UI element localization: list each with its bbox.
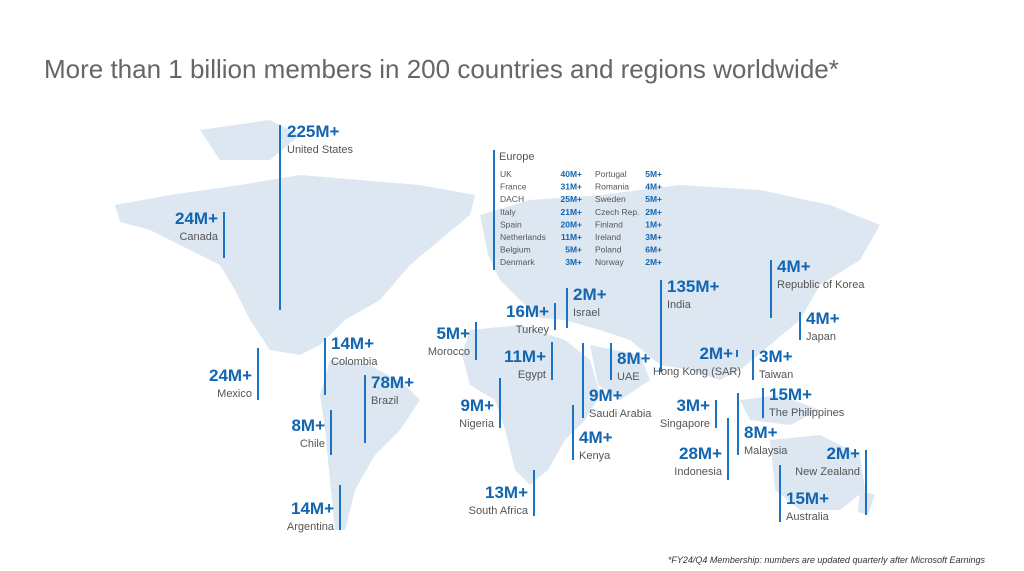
region-value: 8M+ <box>291 416 325 435</box>
region-value: 3M+ <box>676 396 710 415</box>
europe-country: Belgium <box>500 245 531 255</box>
europe-country: Denmark <box>500 257 535 267</box>
region-label: New Zealand <box>795 466 860 478</box>
europe-value: 5M+ <box>645 194 662 204</box>
region-value: 15M+ <box>769 385 812 404</box>
europe-country: Ireland <box>595 232 621 242</box>
europe-country: Finland <box>595 219 623 229</box>
regions: 225M+ United States 24M+ Canada 24M+ Mexico 14… <box>175 122 867 533</box>
region-label: Japan <box>806 331 836 343</box>
region-label: Australia <box>786 511 830 523</box>
region-value: 9M+ <box>589 386 623 405</box>
region-label: Morocco <box>428 346 470 358</box>
region-label: Colombia <box>331 356 378 368</box>
region-value: 16M+ <box>506 302 549 321</box>
europe-value: 5M+ <box>645 169 662 179</box>
region-value: 5M+ <box>436 324 470 343</box>
region-label: UAE <box>617 371 640 383</box>
region-label: South Africa <box>469 505 529 517</box>
region-value: 4M+ <box>777 257 811 276</box>
region-label: Mexico <box>217 388 252 400</box>
region-value: 24M+ <box>209 366 252 385</box>
region-label: Egypt <box>518 369 546 381</box>
region-value: 15M+ <box>786 489 829 508</box>
region-label: Hong Kong (SAR) <box>653 366 741 378</box>
region-value: 2M+ <box>573 285 607 304</box>
europe-country: Italy <box>500 207 516 217</box>
europe-value: 21M+ <box>561 207 583 217</box>
region-label: The Philippines <box>769 407 845 419</box>
europe-value: 3M+ <box>645 232 662 242</box>
region-label: Saudi Arabia <box>589 408 652 420</box>
europe-value: 1M+ <box>645 219 662 229</box>
europe-country: Spain <box>500 219 522 229</box>
europe-value: 2M+ <box>645 207 662 217</box>
region-label: Kenya <box>579 450 611 462</box>
europe-country: Poland <box>595 245 622 255</box>
region-value: 225M+ <box>287 122 340 141</box>
region-label: Nigeria <box>459 418 495 430</box>
region-value: 135M+ <box>667 277 720 296</box>
europe-value: 4M+ <box>645 182 662 192</box>
region-label: Republic of Korea <box>777 279 865 291</box>
region-value: 28M+ <box>679 444 722 463</box>
region-label: Malaysia <box>744 445 788 457</box>
europe-value: 3M+ <box>565 257 582 267</box>
europe-country: Sweden <box>595 194 626 204</box>
region-label: Argentina <box>287 521 335 533</box>
europe-value: 5M+ <box>565 245 582 255</box>
europe-list: UK 40M+ France 31M+ DACH 25M+ Italy 21M+ Spain 20… <box>500 169 662 267</box>
title: More than 1 billion members in 200 count… <box>44 54 839 84</box>
region-label: Israel <box>573 307 600 319</box>
europe-country: UK <box>500 169 512 179</box>
region-value: 14M+ <box>291 499 334 518</box>
europe-country: France <box>500 182 527 192</box>
region-value: 4M+ <box>806 309 840 328</box>
europe-value: 2M+ <box>645 257 662 267</box>
region-label: India <box>667 299 692 311</box>
region-label: Turkey <box>516 324 550 336</box>
region-label: Singapore <box>660 418 710 430</box>
region-value: 8M+ <box>744 423 778 442</box>
europe-value: 20M+ <box>561 219 583 229</box>
region-value: 2M+ <box>699 344 733 363</box>
europe-country: Netherlands <box>500 232 546 242</box>
region-value: 11M+ <box>504 347 546 366</box>
europe-title: Europe <box>499 151 534 163</box>
europe-country: Romania <box>595 182 629 192</box>
region-label: Indonesia <box>674 466 723 478</box>
region-value: 24M+ <box>175 209 218 228</box>
europe-value: 31M+ <box>561 182 583 192</box>
region-label: Taiwan <box>759 369 793 381</box>
region-label: Chile <box>300 438 325 450</box>
europe-country: DACH <box>500 194 524 204</box>
region-value: 13M+ <box>485 483 528 502</box>
europe-country: Norway <box>595 257 625 267</box>
region-value: 78M+ <box>371 373 414 392</box>
region-value: 9M+ <box>460 396 494 415</box>
europe-value: 6M+ <box>645 245 662 255</box>
footnote: *FY24/Q4 Membership: numbers are updated… <box>668 555 986 565</box>
europe-value: 25M+ <box>561 194 583 204</box>
region-value: 14M+ <box>331 334 374 353</box>
region-label: United States <box>287 144 354 156</box>
region-label: Brazil <box>371 395 399 407</box>
region-value: 8M+ <box>617 349 651 368</box>
europe-value: 11M+ <box>561 232 582 242</box>
region-value: 3M+ <box>759 347 793 366</box>
region-value: 2M+ <box>826 444 860 463</box>
europe-country: Portugal <box>595 169 627 179</box>
region-value: 4M+ <box>579 428 613 447</box>
region-label: Canada <box>179 231 218 243</box>
europe-value: 40M+ <box>561 169 583 179</box>
world-map <box>115 120 880 530</box>
europe-country: Czech Rep. <box>595 207 639 217</box>
